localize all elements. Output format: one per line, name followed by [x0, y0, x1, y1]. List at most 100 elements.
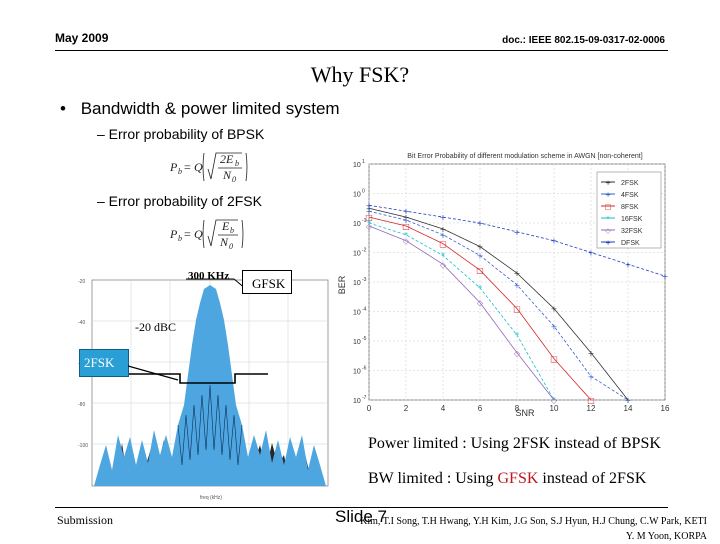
ber-point: *: [478, 284, 482, 293]
ber-point: +: [440, 225, 447, 234]
ber-xlabel: SNR: [515, 408, 535, 418]
ber-legend-marker: □: [605, 203, 612, 211]
bpsk-formula-num-sub: b: [235, 159, 239, 168]
ber-point: +: [366, 207, 373, 216]
ber-x-tick-label: 2: [404, 404, 409, 413]
ber-point: +: [477, 251, 484, 260]
slide-title: Why FSK?: [310, 62, 410, 87]
fsk-formula-eq: =: [184, 227, 191, 241]
ber-y-tick-label: 10: [353, 192, 361, 199]
ber-point: □: [587, 396, 595, 405]
ber-point: *: [552, 396, 556, 405]
ber-y-tick-exp: 1: [362, 159, 365, 165]
bpsk-formula-q: Q: [194, 160, 203, 174]
ber-chart-title: Bit Error Probability of different modul…: [407, 153, 642, 160]
label-2fsk: 2FSK: [84, 355, 115, 370]
main-bullet-text: Bandwidth & power limited system: [80, 99, 340, 118]
ber-point: +: [588, 349, 595, 358]
svg-text:-100: -100: [78, 443, 88, 449]
ber-y-tick-label: 10: [353, 339, 361, 346]
ber-x-tick-label: 6: [478, 404, 483, 413]
ber-point: +: [625, 396, 632, 405]
footer-authors: Kim, T.I Song, T.H Hwang, Y.H Kim, J.G S…: [360, 514, 707, 544]
label-300khz: 300 KHz: [188, 270, 230, 282]
caption-power-limited: Power limited : Using 2FSK instead of BP…: [368, 435, 661, 452]
ber-legend-marker: +: [605, 191, 611, 199]
fsk-formula-lhs-sub: b: [178, 234, 182, 243]
ber-y-tick-exp: -7: [362, 395, 367, 401]
ber-x-tick-label: 14: [624, 404, 633, 413]
ber-x-tick-label: 10: [550, 404, 559, 413]
caption-bw-suffix: instead of 2FSK: [538, 470, 647, 487]
ber-point: □: [513, 305, 521, 314]
fsk-formula: P b = Q E b N 0: [169, 219, 244, 251]
fsk-formula-den-sub: 0: [229, 242, 233, 251]
header-date: May 2009: [55, 31, 109, 45]
ber-point: +: [477, 243, 484, 252]
bpsk-formula-eq: =: [184, 160, 191, 174]
ber-legend-marker: +: [605, 239, 611, 247]
bpsk-formula-den: N: [222, 168, 232, 182]
ber-grid: [368, 163, 666, 401]
gfsk-label-box: [242, 270, 292, 294]
ber-point: +: [514, 228, 521, 237]
ber-y-tick-exp: 0: [362, 189, 365, 195]
ber-x-tick-label: 12: [587, 404, 596, 413]
ber-series-line: [368, 222, 555, 401]
ber-series-line: [368, 225, 555, 401]
2fsk-label-box: [79, 349, 129, 377]
svg-text:-20: -20: [78, 279, 85, 285]
ber-legend: +2FSK + 4FSK □ 8FSK * 16FSK ◇ 32FSK + DFSK: [596, 171, 662, 249]
ber-y-tick-exp: -5: [362, 336, 367, 342]
footer-slide-number: Slide 7: [335, 507, 387, 526]
ber-point: ◇: [440, 260, 447, 269]
ber-series-line: [368, 216, 592, 401]
ber-point: □: [402, 222, 410, 231]
ber-point: +: [588, 249, 595, 258]
ber-point: □: [365, 213, 373, 222]
ber-x-tick-label: 0: [367, 404, 372, 413]
ber-y-tick-exp: -3: [362, 277, 367, 283]
ber-legend-label: 32FSK: [621, 228, 643, 235]
ber-series-line: [368, 204, 666, 277]
footer-authors-line1: Kim, T.I Song, T.H Hwang, Y.H Kim, J.G S…: [360, 516, 707, 527]
caption-bw-highlight: GFSK: [497, 470, 539, 487]
bpsk-formula-lhs-sub: b: [178, 167, 182, 176]
footer-authors-line2: Y. M Yoon, KORPA: [625, 531, 707, 542]
ber-ylabel: BER: [337, 275, 347, 294]
label-gfsk: GFSK: [252, 276, 286, 291]
label-20dbc: -20 dBC: [135, 320, 177, 334]
ber-legend-label: 2FSK: [621, 180, 639, 187]
ber-point: +: [403, 207, 410, 216]
ber-legend-label: 16FSK: [621, 216, 643, 223]
ber-x-tick-label: 4: [441, 404, 446, 413]
ber-y-tick-label: 10: [353, 221, 361, 228]
ber-point: +: [366, 201, 373, 210]
ber-y-tick-exp: -4: [362, 307, 367, 313]
ber-point: □: [550, 355, 558, 364]
fsk-formula-lhs: P: [169, 227, 178, 241]
ber-y-tick-label: 10: [353, 251, 361, 258]
ber-point: +: [551, 305, 558, 314]
ber-point: ◇: [514, 349, 521, 358]
ber-x-ticks: 0 2 4 6 8 10 12 14 16: [367, 404, 670, 413]
ber-y-tick-label: 10: [353, 398, 361, 405]
ber-point: □: [476, 266, 484, 275]
svg-text:freq (kHz): freq (kHz): [200, 495, 222, 501]
ber-legend-marker: +: [605, 179, 611, 187]
ber-y-tick-label: 10: [353, 369, 361, 376]
ber-point: +: [403, 213, 410, 222]
sub-bullet-bpsk: – Error probability of BPSK: [97, 126, 265, 142]
caption-bw-limited: BW limited : Using GFSK instead of 2FSK: [368, 470, 646, 488]
ber-chart: Bit Error Probability of different modul…: [337, 153, 670, 418]
ber-legend-label: 8FSK: [621, 204, 639, 211]
ber-point: +: [440, 231, 447, 240]
ber-legend-marker: *: [606, 215, 610, 223]
spectrum-plot: -20-40-60-80-100 freq (kHz): [78, 278, 329, 501]
header-rule: [55, 50, 668, 51]
ber-point: +: [625, 396, 632, 405]
bpsk-formula-den-sub: 0: [232, 175, 236, 184]
ber-point: ◇: [551, 396, 558, 405]
ber-point: +: [551, 237, 558, 246]
ber-point: *: [367, 219, 371, 228]
